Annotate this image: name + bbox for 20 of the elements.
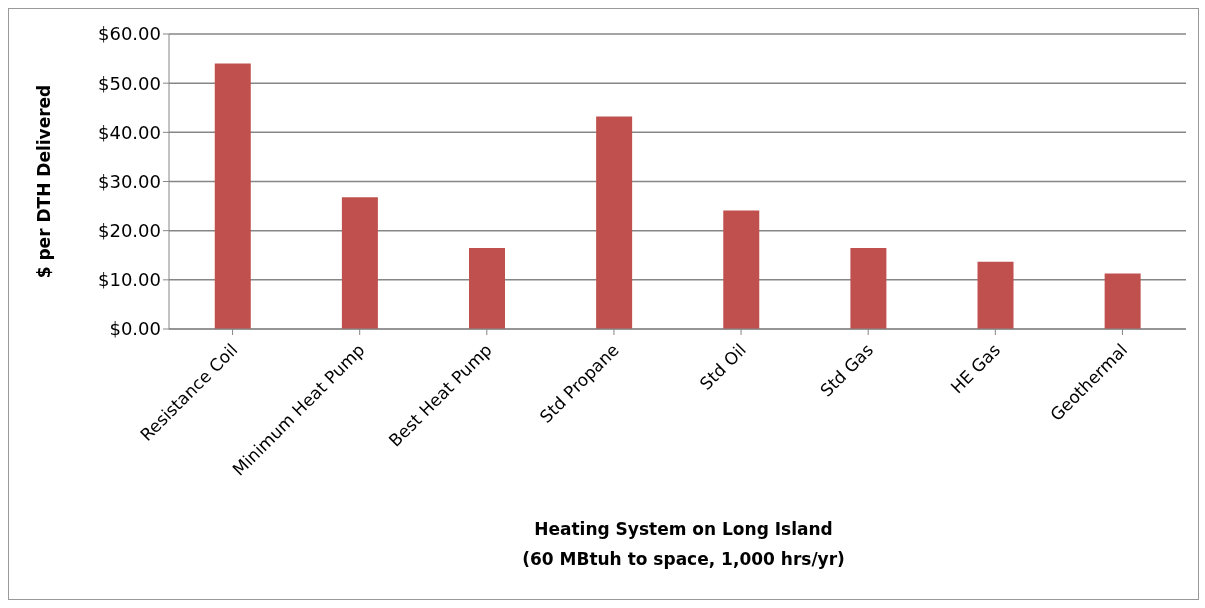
y-axis-title: $ per DTH Delivered xyxy=(34,84,55,279)
x-tick-label: HE Gas xyxy=(946,339,1005,398)
bar xyxy=(850,247,887,329)
y-tick-label: $20.00 xyxy=(98,220,161,242)
bar xyxy=(977,261,1014,329)
bar xyxy=(596,116,633,329)
bar xyxy=(341,197,378,329)
y-tick-label: $50.00 xyxy=(98,72,161,94)
bar xyxy=(1104,273,1141,329)
y-tick-label: $10.00 xyxy=(98,269,161,291)
bar xyxy=(469,247,506,329)
x-tick-label: Std Gas xyxy=(816,339,878,401)
bar xyxy=(214,63,251,329)
x-tick-label: Std Oil xyxy=(695,339,750,394)
y-tick-label: $30.00 xyxy=(98,170,161,192)
bar xyxy=(723,210,760,329)
y-tick-label: $0.00 xyxy=(109,318,161,340)
y-tick-label: $40.00 xyxy=(98,121,161,143)
y-tick-label: $60.00 xyxy=(98,23,161,45)
x-axis-title: Heating System on Long Island (60 MBtuh to space, 1,000 hrs/yr) xyxy=(521,518,846,571)
